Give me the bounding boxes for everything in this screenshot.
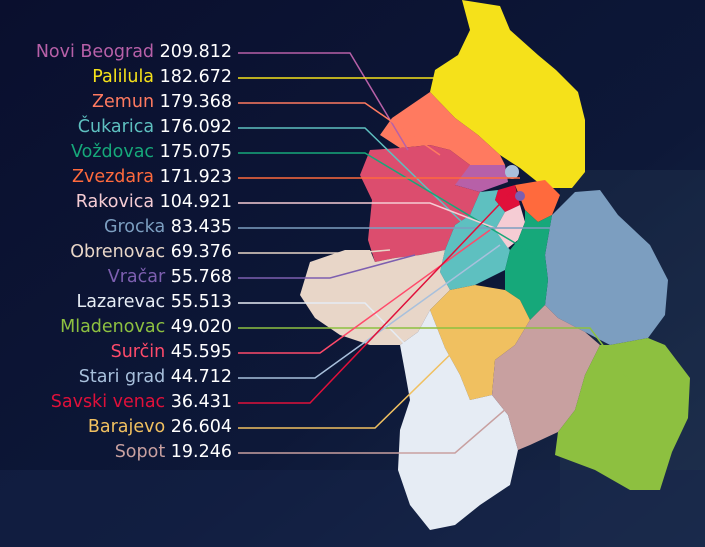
district-savski-venac [495, 185, 520, 212]
legend-item: Zvezdara 171.923 [72, 165, 232, 190]
district-population: 69.376 [170, 242, 232, 262]
legend-item: Rakovica 104.921 [76, 190, 232, 215]
district-stari-grad [505, 165, 519, 179]
leader-line [238, 327, 641, 396]
district-name: Sopot [114, 442, 166, 462]
district-name: Novi Beograd [35, 42, 155, 62]
legend-item: Novi Beograd 209.812 [36, 40, 232, 65]
district-rakovica [495, 205, 525, 248]
district-name: Grocka [103, 217, 166, 237]
leader-line [238, 202, 506, 233]
district-sopot [492, 305, 600, 450]
district-name: Palilula [92, 67, 155, 87]
district-name: Vračar [107, 267, 166, 287]
district-population: 176.092 [159, 117, 232, 137]
district-name: Stari grad [78, 367, 166, 387]
district-population: 171.923 [159, 167, 232, 187]
district-name: Zvezdara [71, 167, 155, 187]
district-name: Obrenovac [70, 242, 166, 262]
leader-line [238, 152, 536, 256]
district-mladenovac [555, 338, 690, 490]
legend-item: Grocka 83.435 [104, 215, 232, 240]
leader-line [238, 52, 409, 151]
district-lazarevac [398, 310, 518, 530]
leader-line [238, 127, 471, 231]
district-population: 104.921 [159, 192, 232, 212]
district-population: 179.368 [159, 92, 232, 112]
district-zvezdara [515, 180, 560, 222]
legend-item: Barajevo 26.604 [88, 415, 232, 440]
district-population: 182.672 [159, 67, 232, 87]
leader-line [238, 387, 531, 454]
district-population: 36.431 [170, 392, 232, 412]
legend-item: Stari grad 44.712 [79, 365, 232, 390]
district-name: Čukarica [77, 117, 155, 137]
district-population: 45.595 [170, 342, 232, 362]
leader-line [238, 254, 416, 279]
district-barajevo [430, 285, 530, 400]
legend-item: Zemun 179.368 [92, 90, 232, 115]
district-vracar [515, 191, 525, 201]
district-population: 83.435 [170, 217, 232, 237]
district-population: 44.712 [170, 367, 232, 387]
legend-item: Palilula 182.672 [92, 65, 232, 90]
district-name: Savski venac [50, 392, 166, 412]
district-palilula [430, 0, 585, 188]
district-population: 209.812 [159, 42, 232, 62]
legend-item: Vračar 55.768 [108, 265, 232, 290]
district-name: Barajevo [87, 417, 166, 437]
district-population: 55.768 [170, 267, 232, 287]
district-name: Mladenovac [60, 317, 166, 337]
legend-item: Surčin 45.595 [111, 340, 232, 365]
leader-line [238, 344, 461, 429]
leader-line [238, 302, 446, 386]
district-vozdovac [505, 210, 552, 320]
legend-item: Voždovac 175.075 [71, 140, 232, 165]
legend-item: Savski venac 36.431 [51, 390, 232, 415]
legend-item: Lazarevac 55.513 [77, 290, 232, 315]
district-population: 175.075 [159, 142, 232, 162]
legend-item: Sopot 19.246 [115, 440, 232, 465]
legend-item: Čukarica 176.092 [78, 115, 232, 140]
district-name: Lazarevac [76, 292, 166, 312]
leader-line [238, 229, 491, 354]
district-population: 49.020 [170, 317, 232, 337]
district-name: Zemun [92, 92, 155, 112]
district-name: Surčin [110, 342, 166, 362]
leader-line [238, 187, 516, 404]
district-obrenovac [300, 250, 450, 345]
district-zemun [380, 92, 505, 165]
district-name: Rakovica [75, 192, 155, 212]
leader-line [238, 244, 501, 379]
district-population: 55.513 [170, 292, 232, 312]
district-name: Voždovac [71, 142, 155, 162]
legend-item: Mladenovac 49.020 [60, 315, 232, 340]
district-population: 19.246 [170, 442, 232, 462]
district-population: 26.604 [170, 417, 232, 437]
legend-item: Obrenovac 69.376 [70, 240, 232, 265]
leader-line [238, 249, 391, 254]
leader-line [238, 102, 441, 156]
